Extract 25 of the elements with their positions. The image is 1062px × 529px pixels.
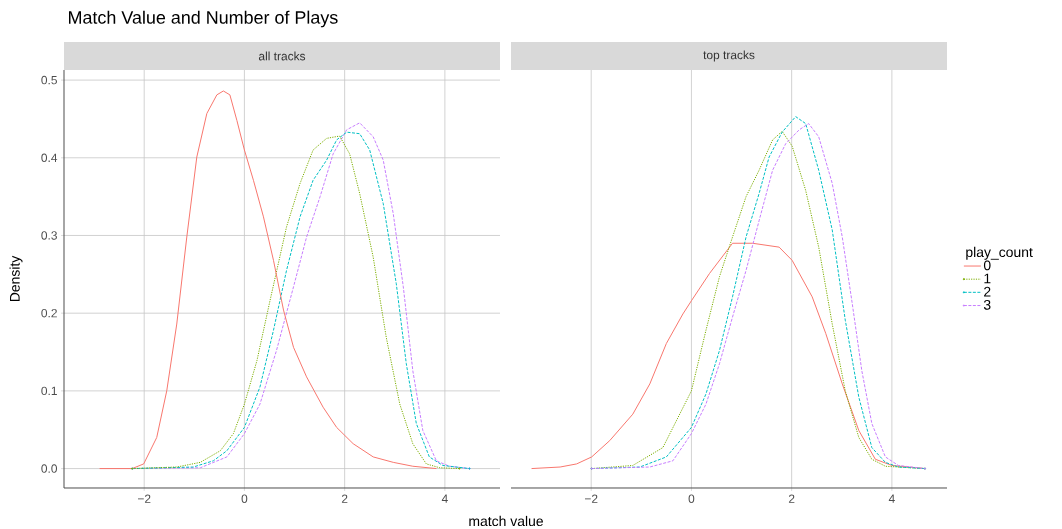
y-tick-label: 0.1	[41, 386, 57, 395]
y-tick-label: 0.5	[41, 75, 57, 85]
x-tick-label: 0	[688, 494, 695, 503]
y-tick-label: 0.0	[41, 464, 58, 473]
x-tick-label: 4	[441, 494, 448, 503]
legend-label: 1	[984, 273, 991, 284]
x-axis-title: match value	[469, 515, 543, 526]
x-tick-label: −2	[137, 494, 151, 503]
chart-subtitle: top tracks	[703, 50, 755, 62]
legend-label: 0	[983, 260, 991, 271]
x-tick-label: 2	[788, 494, 795, 503]
chart-title: Match Value and Number of Plays	[69, 10, 338, 28]
x-tick-label: 0	[241, 494, 248, 503]
x-tick-label: −2	[584, 494, 598, 503]
x-tick-label: 2	[341, 494, 348, 503]
x-tick-label: 4	[888, 494, 895, 503]
y-axis-title: Density	[9, 255, 23, 301]
y-tick-label: 0.4	[41, 153, 58, 162]
y-tick-label: 0.3	[41, 231, 57, 240]
legend-label: 2	[984, 286, 991, 297]
line-series	[99, 90, 437, 469]
legend-label: 3	[983, 299, 991, 310]
chart-subtitle: all tracks	[258, 51, 306, 61]
y-tick-label: 0.2	[41, 308, 57, 318]
legend-title: play_count	[966, 246, 1033, 260]
